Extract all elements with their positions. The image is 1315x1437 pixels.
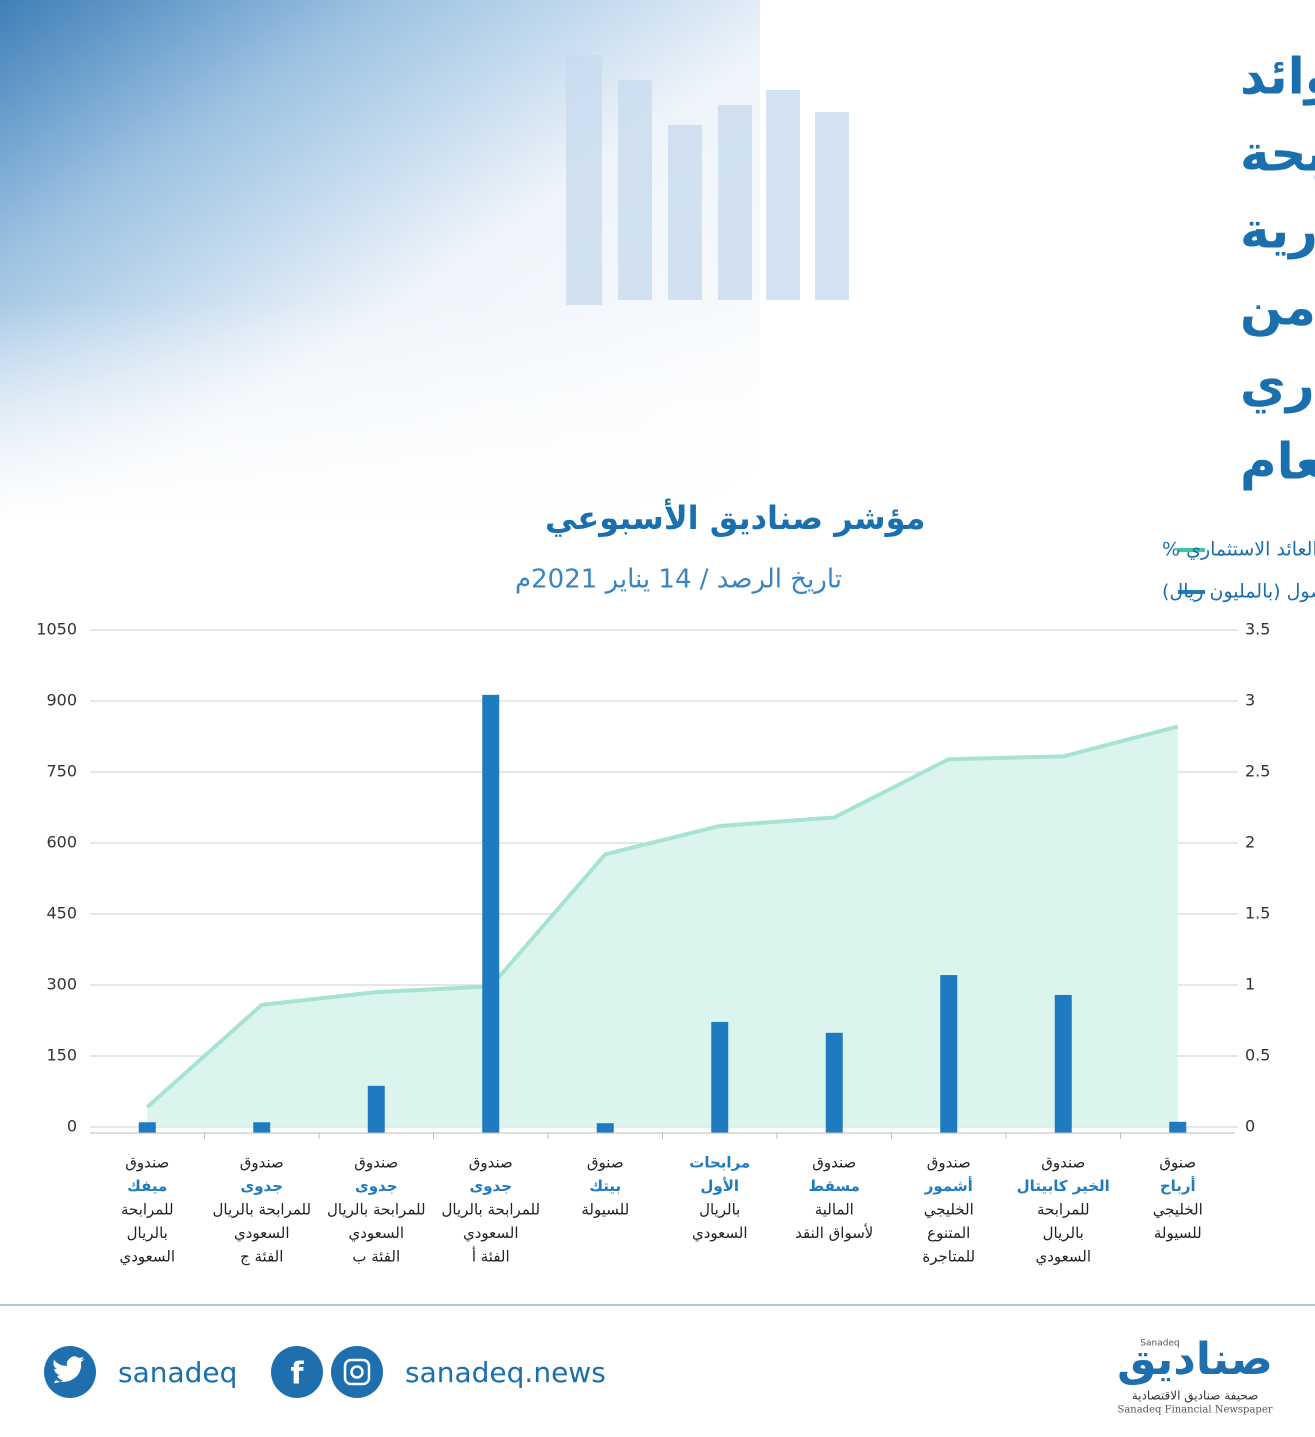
bar — [367, 1085, 385, 1133]
y-tick-label: 150 — [46, 1046, 77, 1065]
x-tick-label: صنوق — [1159, 1154, 1196, 1172]
y2-tick-label: 2.5 — [1245, 762, 1270, 781]
x-tick-label: للمرابحة — [1037, 1201, 1090, 1219]
logo-en: Sanadeq — [1140, 1339, 1179, 1349]
title-line: حيث العائد الاستثماري — [1240, 356, 1315, 414]
x-tick-label: السعودي — [119, 1248, 175, 1267]
x-tick-label: المتنوع — [927, 1224, 970, 1242]
website[interactable]: sanadeq.news — [405, 1356, 606, 1389]
y-tick-label: 300 — [46, 975, 77, 994]
x-tick-label: صندوق — [1041, 1154, 1085, 1172]
bar — [138, 1122, 156, 1133]
x-tick-label: بالريال — [699, 1201, 740, 1219]
date: تاريخ الرصد / 14 يناير 2021م — [515, 565, 842, 595]
x-tick-label: للمرابحة بالريال — [441, 1201, 540, 1219]
x-tick-label: صندوق — [927, 1154, 971, 1172]
logo: صناديق — [1117, 1334, 1273, 1385]
x-tick-label: السعودي — [692, 1224, 748, 1243]
title-line: بالسوق السعودي من — [1240, 279, 1315, 338]
x-tick-label: صندوق — [125, 1154, 169, 1172]
x-tick-label: جدوى — [469, 1177, 512, 1195]
decor-bars — [566, 55, 849, 305]
x-tick-label: للمتاجرة — [922, 1248, 975, 1266]
facebook-icon[interactable] — [271, 1346, 323, 1398]
x-tick-label: للسيولة — [1154, 1224, 1202, 1242]
x-tick-label: جدوى — [355, 1177, 398, 1195]
x-tick-label: السعودي — [463, 1224, 519, 1243]
title-line: صناديق المرابحة — [1240, 125, 1315, 184]
x-tick-label: بالريال — [1043, 1224, 1084, 1242]
title-line: أعلى عوائد — [1240, 44, 1315, 107]
x-tick-label: مرابحات — [689, 1154, 750, 1172]
bar — [711, 1021, 729, 1133]
x-tick-label: المالية — [815, 1201, 854, 1219]
x-tick-label: الخليجي — [924, 1201, 974, 1220]
y-tick-label: 450 — [46, 904, 77, 923]
bar — [596, 1123, 614, 1133]
y2-tick-label: 0.5 — [1245, 1046, 1270, 1065]
instagram-lens — [350, 1365, 364, 1379]
logo-tagline: صحيفة صناديق الاقتصادية — [1132, 1389, 1259, 1404]
x-tick-label: الفئة ب — [352, 1248, 400, 1266]
y2-tick-label: 3.5 — [1245, 620, 1270, 639]
y2-tick-label: 1 — [1245, 975, 1255, 994]
x-tick-label: صندوق — [469, 1154, 513, 1172]
x-tick-label: ميفك — [127, 1177, 167, 1195]
y-tick-label: 900 — [46, 691, 77, 710]
legend-label: حجم الأصول (بالمليون ريال) — [1162, 580, 1315, 603]
x-tick-label: السعودي — [1035, 1248, 1091, 1267]
bar — [940, 975, 958, 1133]
x-tick-label: السعودي — [348, 1224, 404, 1243]
y2-tick-label: 0 — [1245, 1117, 1255, 1136]
bar — [253, 1122, 271, 1133]
x-tick-label: صندوق — [240, 1154, 284, 1172]
x-tick-label: بالريال — [127, 1224, 168, 1242]
x-tick-label: الخير كابيتال — [1017, 1177, 1110, 1195]
subtitle: مؤشر صناديق الأسبوعي — [545, 498, 925, 537]
legend-label: العائد الاستثماري % — [1162, 539, 1315, 561]
y2-tick-label: 2 — [1245, 833, 1255, 852]
y-tick-label: 1050 — [36, 620, 77, 639]
x-tick-label: الأول — [700, 1177, 739, 1195]
x-tick-label: مسقط — [809, 1177, 860, 1195]
x-tick-label: أشمور — [924, 1176, 973, 1195]
instagram-glyph — [343, 1358, 371, 1386]
instagram-icon[interactable] — [331, 1346, 383, 1398]
x-tick-label: السعودي — [234, 1224, 290, 1243]
x-tick-label: للمرابحة بالريال — [212, 1201, 311, 1219]
y-tick-label: 750 — [46, 762, 77, 781]
x-tick-label: الفئة أ — [472, 1247, 510, 1266]
x-tick-label: للمرابحة بالريال — [327, 1201, 426, 1219]
bar — [1169, 1121, 1187, 1133]
twitter-handle[interactable]: sanadeq — [118, 1356, 237, 1389]
x-tick-label: لأسواق النقد — [795, 1223, 873, 1242]
area-fill — [147, 726, 1178, 1127]
x-tick-label: بيتك — [589, 1177, 621, 1195]
y-tick-label: 0 — [67, 1117, 77, 1136]
x-tick-label: صندوق — [354, 1154, 398, 1172]
title-line: والسيولة الاستثمارية — [1240, 202, 1315, 261]
y-tick-label: 600 — [46, 833, 77, 852]
x-tick-label: الخليجي — [1153, 1201, 1203, 1220]
bar — [825, 1032, 843, 1133]
x-tick-label: جدوى — [240, 1177, 283, 1195]
background-fade — [0, 300, 1315, 530]
x-tick-label: صنوق — [587, 1154, 624, 1172]
facebook-glyph: f — [290, 1357, 304, 1392]
y2-tick-label: 1.5 — [1245, 904, 1270, 923]
title-line: منذ بداية العام — [1240, 433, 1315, 491]
y2-tick-label: 3 — [1245, 691, 1255, 710]
x-tick-label: صندوق — [812, 1154, 856, 1172]
bar — [1054, 994, 1072, 1133]
x-tick-label: الفئة ج — [240, 1248, 283, 1267]
bar — [482, 694, 500, 1133]
twitter-bird — [53, 1356, 85, 1383]
logo-tagline-en: Sanadeq Financial Newspaper — [1117, 1405, 1272, 1416]
area-line — [145, 724, 1179, 1109]
x-tick-label: للمرابحة — [121, 1201, 174, 1219]
x-tick-label: أرباح — [1160, 1176, 1196, 1195]
x-tick-label: للسيولة — [581, 1201, 629, 1219]
